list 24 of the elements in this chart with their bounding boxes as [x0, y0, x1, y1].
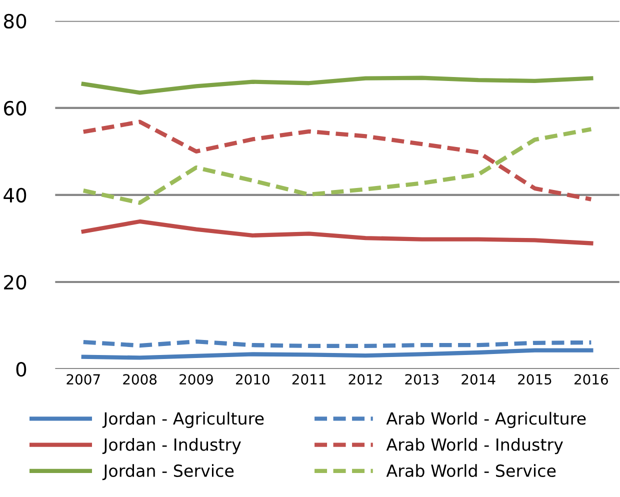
line-series	[81, 76, 594, 95]
x-tick-label: 2008	[123, 374, 157, 385]
y-tick-label: 40	[4, 188, 26, 203]
x-tick-label: 2012	[348, 374, 382, 385]
legend-label: Jordan - Service	[102, 464, 234, 480]
line-series	[81, 348, 594, 360]
y-tick-label: 80	[4, 14, 26, 29]
x-tick-label: 2009	[180, 374, 213, 385]
x-tick-label: 2007	[66, 374, 100, 385]
line-series	[81, 219, 594, 246]
x-tick-label: 2010	[236, 374, 270, 385]
x-tick-label: 2014	[462, 374, 496, 385]
legend-label: Arab World - Industry	[386, 438, 563, 454]
y-tick-label: 0	[16, 362, 26, 377]
legend-label: Arab World - Service	[386, 464, 556, 478]
y-tick-label: 60	[4, 100, 26, 116]
legend-label: Arab World - Agriculture	[386, 412, 586, 428]
y-tick-label: 20	[4, 274, 26, 290]
legend-label: Jordan - Agriculture	[102, 412, 264, 428]
x-tick-label: 2016	[574, 374, 608, 385]
legend-label: Jordan - Industry	[102, 438, 241, 454]
x-tick-label: 2015	[518, 374, 552, 385]
x-tick-label: 2011	[292, 374, 326, 385]
x-tick-label: 2013	[405, 374, 438, 385]
